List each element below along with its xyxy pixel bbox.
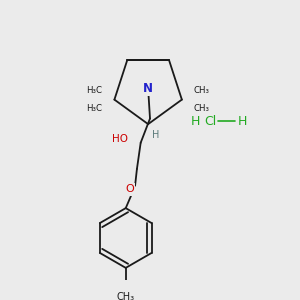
Text: H: H — [191, 115, 200, 128]
Text: CH₃: CH₃ — [194, 104, 210, 113]
Text: H₃C: H₃C — [86, 86, 102, 95]
Text: H: H — [238, 115, 247, 128]
Text: N: N — [143, 82, 153, 95]
Text: CH₃: CH₃ — [194, 86, 210, 95]
Text: Cl: Cl — [205, 115, 217, 128]
Text: HO: HO — [112, 134, 127, 144]
Text: H₃C: H₃C — [86, 104, 102, 113]
Text: H: H — [152, 130, 159, 140]
Text: O: O — [125, 184, 134, 194]
Text: CH₃: CH₃ — [117, 292, 135, 300]
